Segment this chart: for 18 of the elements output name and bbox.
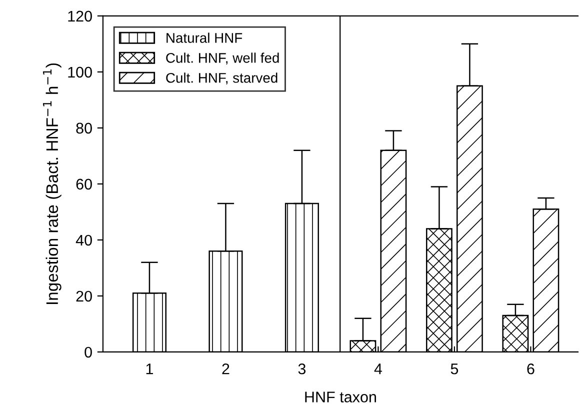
x-axis-title: HNF taxon xyxy=(305,392,376,402)
legend-label: Cult. HNF, well fed xyxy=(166,52,279,64)
y-tick-label: 80 xyxy=(76,122,92,134)
y-axis-title: Ingestion rate (Bact. HNF$^{−1}$ h$^{−1}$) xyxy=(43,63,62,304)
legend-label: Natural HNF xyxy=(166,32,242,43)
x-tick-label: 5 xyxy=(450,364,458,374)
y-tick-label: 60 xyxy=(76,178,92,190)
y-tick-label: 40 xyxy=(76,234,92,246)
x-tick-label: 3 xyxy=(298,363,306,374)
y-tick-label: 20 xyxy=(76,290,92,302)
y-tick-label: 120 xyxy=(68,10,92,22)
y-tick-label: 0 xyxy=(84,346,92,358)
y-tick-label: 100 xyxy=(68,66,92,78)
x-tick-label: 4 xyxy=(374,364,382,374)
x-tick-label: 2 xyxy=(222,363,230,374)
x-tick-label: 1 xyxy=(146,364,153,374)
legend-label: Cult. HNF, starved xyxy=(166,72,278,84)
x-tick-label: 6 xyxy=(527,363,534,374)
